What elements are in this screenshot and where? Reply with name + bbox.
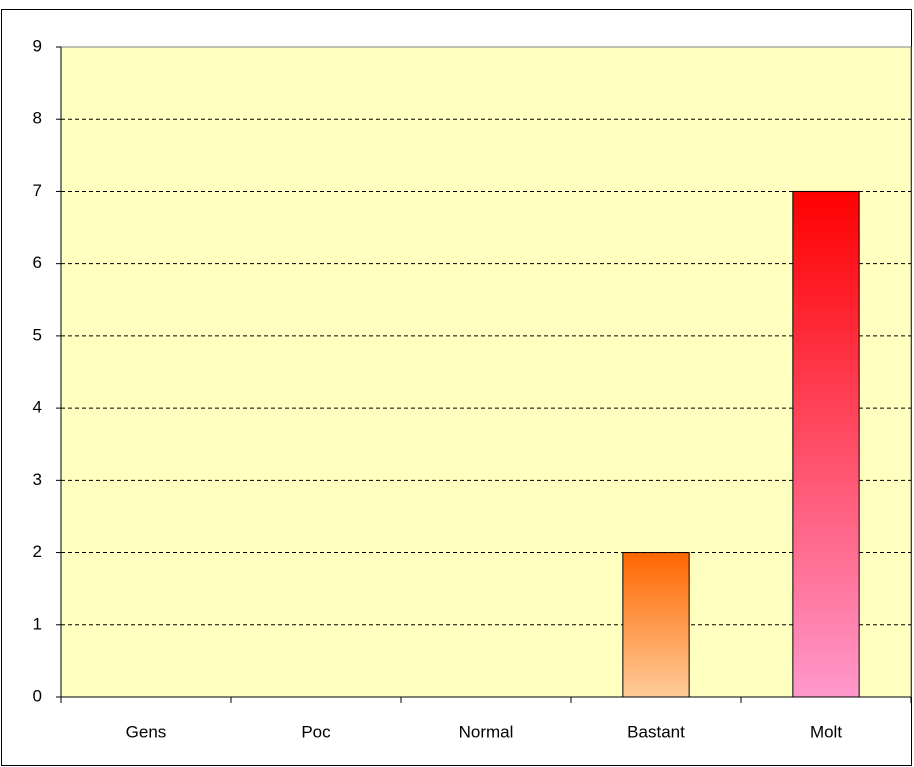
y-tick-label: 4: [33, 398, 42, 417]
plot-area: [60, 46, 912, 698]
y-tick-label: 1: [33, 614, 42, 633]
y-tick-label: 3: [33, 470, 42, 489]
x-tick-label: Bastant: [627, 722, 685, 741]
bar: [792, 190, 860, 698]
y-tick-label: 6: [33, 253, 42, 272]
y-tick-label: 0: [33, 686, 42, 705]
y-tick-label: 2: [33, 542, 42, 561]
x-tick-label: Normal: [459, 722, 514, 741]
x-tick-label: Gens: [126, 722, 167, 741]
y-tick-label: 9: [33, 36, 42, 55]
x-tick-label: Poc: [301, 722, 331, 741]
x-tick-label: Molt: [810, 722, 842, 741]
y-tick-label: 8: [33, 109, 42, 128]
y-tick-label: 7: [33, 181, 42, 200]
bar: [622, 552, 690, 698]
y-tick-label: 5: [33, 325, 42, 344]
